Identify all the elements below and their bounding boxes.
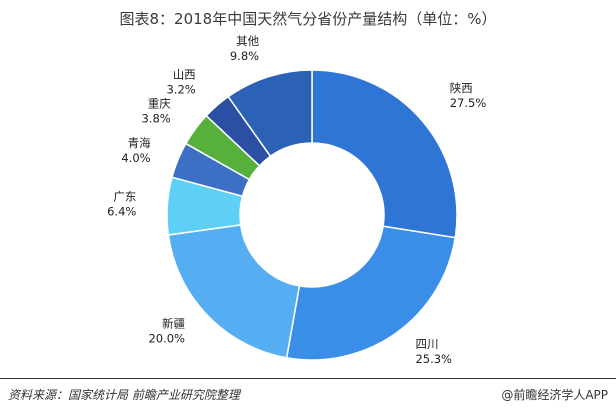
slice-3 — [167, 224, 301, 359]
slice-label-6: 重庆 3.8% — [141, 96, 171, 125]
slice-name: 重庆 — [148, 96, 171, 110]
slice-label-4: 广东 6.4% — [107, 189, 136, 218]
chart-title: 图表8：2018年中国天然气分省份产量结构（单位：%） — [119, 10, 497, 28]
slice-label-7: 山西 3.2% — [166, 67, 195, 96]
slice-value: 20.0% — [148, 332, 185, 346]
slice-value: 27.5% — [450, 96, 487, 110]
slice-value: 6.4% — [107, 204, 136, 218]
slice-label-5: 青海 4.0% — [121, 136, 151, 165]
slice-value: 3.8% — [141, 111, 170, 125]
slice-label-1: 陕西 27.5% — [450, 81, 487, 110]
slice-label-3: 新疆 20.0% — [148, 317, 185, 346]
slice-2 — [285, 225, 457, 361]
slice-name: 山西 — [173, 67, 196, 81]
slice-name: 广东 — [113, 189, 136, 203]
slice-1 — [311, 69, 458, 239]
slice-name: 青海 — [128, 136, 151, 150]
source-note: 资料来源：国家统计局 前瞻产业研究院整理 — [8, 388, 240, 402]
slice-value: 9.8% — [230, 49, 259, 63]
donut-hole — [240, 143, 384, 287]
donut-chart: 陕西 27.5%四川 25.3%新疆 20.0%广东 6.4%青海 4.0%重庆 3.8%山… — [107, 34, 487, 366]
slice-value: 25.3% — [415, 352, 452, 366]
slice-value: 3.2% — [166, 82, 195, 96]
slice-name: 陕西 — [450, 81, 473, 95]
slice-name: 四川 — [415, 337, 438, 351]
slice-value: 4.0% — [121, 151, 150, 165]
slice-name: 新疆 — [162, 317, 185, 331]
slice-name: 其他 — [236, 34, 259, 48]
slice-label-8: 其他 9.8% — [230, 34, 260, 63]
brand-credit: @前瞻经济学人APP — [501, 388, 608, 402]
slice-8 — [227, 69, 313, 158]
slice-label-2: 四川 25.3% — [415, 337, 452, 366]
footer-divider — [0, 378, 616, 379]
